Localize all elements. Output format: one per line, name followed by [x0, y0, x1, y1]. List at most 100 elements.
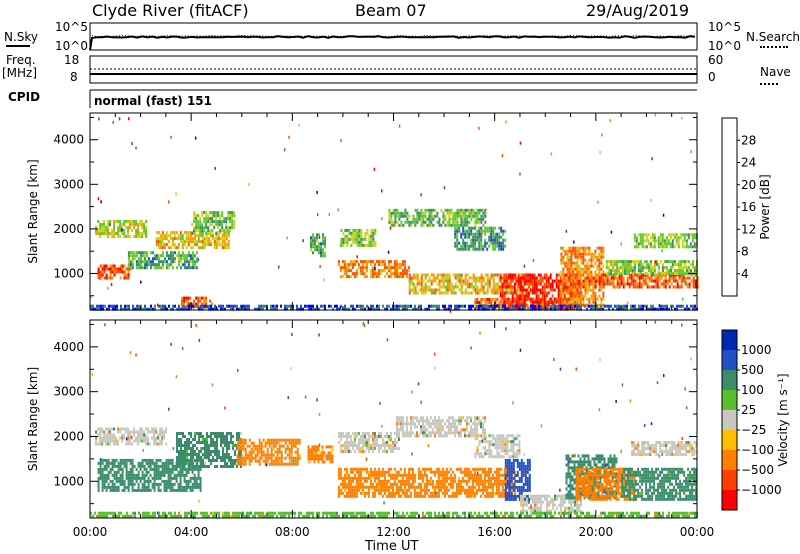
- y-axis-label: Slant Range [km]: [26, 367, 40, 471]
- data-region: [454, 226, 507, 251]
- data-region: [236, 438, 301, 466]
- noise-speckles: [90, 113, 692, 313]
- nsearch-trace: [91, 34, 696, 38]
- colorbar-tick-label: 12: [741, 222, 756, 236]
- y-tick-label: 3000: [53, 177, 84, 191]
- y-axis-label: Slant Range [km]: [26, 159, 40, 263]
- power-panel: 1000 2000 3000 4000 Slant Range [km]: [26, 112, 699, 313]
- data-region: [337, 260, 410, 279]
- colorbar-segment: [722, 370, 737, 391]
- data-region: [97, 458, 202, 492]
- colorbar-segment: [722, 410, 737, 431]
- colorbar-frame: [721, 117, 738, 297]
- data-region: [396, 416, 486, 438]
- y-tick-label: 4000: [53, 340, 84, 354]
- y-tick-label: 3000: [53, 385, 84, 399]
- colorbar-segment: [722, 390, 737, 411]
- colorbar-label: Power [dB]: [758, 174, 772, 239]
- x-tick-label: 00:00: [73, 525, 108, 539]
- y-tick-label: 4000: [53, 133, 84, 147]
- freq-panel: [89, 55, 698, 84]
- colorbar-tick-label: −500: [741, 463, 774, 477]
- colorbar-tick-label: −25: [741, 423, 766, 437]
- velocity-colorbar: 1000 500 100 25 −25 −100 −500 −1000 Velocity [m …: [721, 329, 790, 511]
- colorbar-tick-label: 4: [741, 267, 749, 281]
- colorbar-tick-label: 24: [741, 156, 756, 170]
- cpid-value: normal (fast) 151: [94, 94, 212, 108]
- data-region: [631, 441, 698, 456]
- nsearch-line-sample: [760, 46, 788, 48]
- data-region: [95, 220, 148, 238]
- power-colorbar: 4 8 12 16 20 24 28 Power [dB]: [721, 117, 772, 297]
- x-tick-label: 08:00: [275, 525, 310, 539]
- colorbar-tick-label: 28: [741, 133, 756, 147]
- colorbar-segment: [722, 470, 737, 491]
- y-tick-label: 2000: [53, 222, 84, 236]
- x-tick-label: 16:00: [477, 525, 512, 539]
- nsky-panel: [89, 22, 698, 51]
- colorbar-tick-label: −1000: [741, 483, 782, 497]
- nave-tick-bottom: 0: [708, 70, 716, 84]
- freq-tick-top: 18: [64, 53, 80, 67]
- colorbar-tick-label: 20: [741, 178, 756, 192]
- data-region: [337, 432, 400, 453]
- colorbar-tick-label: −100: [741, 443, 774, 457]
- colorbar-tick-label: 100: [741, 383, 764, 397]
- nsearch-tick-bottom: 10^0: [708, 39, 741, 53]
- data-region: [176, 432, 242, 468]
- data-region: [621, 467, 698, 501]
- x-tick-label: 12:00: [376, 525, 411, 539]
- freq-label-1: Freq.: [6, 53, 36, 67]
- x-tick-labels: 00:00 04:00 08:00 12:00 16:00 20:00 00:00: [73, 525, 715, 539]
- data-region: [310, 233, 326, 258]
- data-region: [191, 211, 236, 236]
- data-region: [474, 434, 521, 459]
- data-region: [633, 233, 698, 249]
- nsearch-label: N.Search: [746, 30, 800, 44]
- colorbar-tick-label: 16: [741, 200, 756, 214]
- data-region: [95, 427, 168, 446]
- nsky-label: N.Sky: [4, 30, 39, 44]
- colorbar-segment: [722, 330, 737, 351]
- data-region: [340, 228, 377, 247]
- y-tick-label: 2000: [53, 429, 84, 443]
- nsky-line-sample: [6, 45, 30, 47]
- nave-tick-top: 60: [708, 53, 724, 67]
- freq-label-2: [MHz]: [2, 66, 38, 80]
- colorbar-tick-label: 25: [741, 403, 756, 417]
- x-tick-label: 20:00: [579, 525, 614, 539]
- data-region: [575, 467, 636, 501]
- cpid-label: CPID: [8, 90, 41, 104]
- colorbar-segment: [722, 490, 737, 511]
- beam-title: Beam 07: [355, 1, 427, 20]
- x-tick-label: 04:00: [174, 525, 209, 539]
- colorbar-segment: [722, 350, 737, 371]
- nsky-tick-bottom: 10^0: [55, 39, 88, 53]
- x-tick-label: 00:00: [680, 525, 715, 539]
- colorbar-segment: [722, 430, 737, 451]
- noise-speckles: [91, 320, 692, 519]
- nsearch-tick-top: 10^5: [708, 20, 741, 34]
- colorbar-label: Velocity [m s⁻¹]: [776, 373, 790, 466]
- data-region: [337, 467, 516, 498]
- data-region: [605, 260, 698, 276]
- nave-line-sample: [760, 83, 778, 85]
- y-tick-label: 1000: [53, 266, 84, 280]
- data-region: [155, 231, 230, 250]
- data-region: [520, 494, 582, 513]
- station-title: Clyde River (fitACF): [92, 1, 249, 20]
- colorbar-segment: [722, 450, 737, 471]
- colorbar-frame: [721, 329, 738, 511]
- x-axis-label: Time UT: [365, 539, 419, 554]
- freq-tick-bottom: 8: [70, 70, 78, 84]
- data-region: [127, 251, 198, 270]
- data-region: [307, 445, 334, 464]
- date-title: 29/Aug/2019: [586, 1, 690, 20]
- colorbar-tick-label: 1000: [741, 343, 772, 357]
- nsky-trace: [89, 35, 696, 51]
- velocity-panel: 1000 2000 3000 4000 Slant Range [km]: [26, 319, 698, 519]
- data-region: [388, 208, 487, 227]
- y-tick-label: 1000: [53, 474, 84, 488]
- nsky-tick-top: 10^5: [55, 20, 88, 34]
